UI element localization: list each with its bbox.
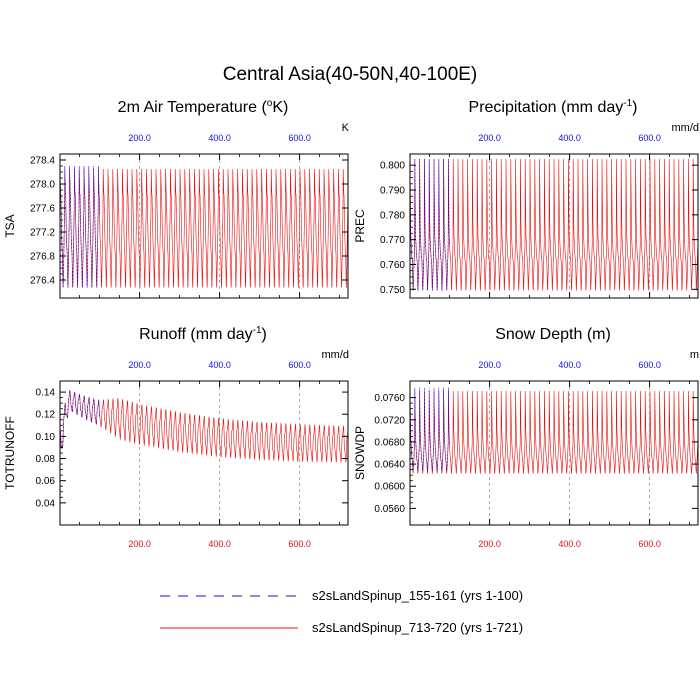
x-tick-label-top-prec-1: 400.0 <box>558 133 581 143</box>
panel-title-snowdp: Snow Depth (m) <box>495 326 611 343</box>
panel-title-prec: Precipitation (mm day-1) <box>469 98 638 116</box>
panel-snowdp: Snow Depth (m) m SNOWDP 0.0560 0.0600 0.0640 0… <box>353 326 699 549</box>
x-tick-label-top-snowdp-0: 200.0 <box>478 360 501 370</box>
panel-prec: Precipitation (mm day-1) mm/d PREC 0.750 0.7… <box>353 98 700 299</box>
y-tick-label-snowdp-3: 0.0680 <box>374 437 405 448</box>
y-tick-label-prec-0: 0.750 <box>380 285 405 296</box>
series-line-prec-spinup-155-161 <box>410 158 450 291</box>
y-tick-label-tsa-1: 276.8 <box>30 252 55 263</box>
y-tick-label-snowdp-2: 0.0640 <box>374 460 405 471</box>
y-axis-label-snowdp: SNOWDP <box>353 426 367 480</box>
plot-area-tsa <box>60 165 348 288</box>
y-tick-label-tsa-0: 276.4 <box>30 276 55 287</box>
x-tick-label-top-prec-2: 600.0 <box>638 133 661 143</box>
series-line-snowdp-spinup-155-161 <box>410 387 450 472</box>
y-tick-label-snowdp-4: 0.0720 <box>374 415 405 426</box>
plot-frame-prec <box>409 153 699 299</box>
x-tick-label-bottom-snowdp-0: 200.0 <box>478 539 501 549</box>
y-tick-label-totrunoff-3: 0.10 <box>36 432 56 443</box>
x-tick-label-bottom-totrunoff-2: 600.0 <box>288 539 311 549</box>
panel-title-tsa: 2m Air Temperature (oK) <box>118 98 289 116</box>
figure-title: Central Asia(40-50N,40-100E) <box>223 64 478 85</box>
x-tick-label-bottom-totrunoff-1: 400.0 <box>208 539 231 549</box>
y-axis-label-totrunoff: TOTRUNOFF <box>3 416 17 490</box>
x-tick-label-bottom-totrunoff-0: 200.0 <box>128 539 151 549</box>
x-tick-label-top-totrunoff-2: 600.0 <box>288 360 311 370</box>
x-tick-label-bottom-snowdp-1: 400.0 <box>558 539 581 549</box>
y-axis-label-prec: PREC <box>353 209 367 243</box>
units-label-snowdp: m <box>690 349 699 361</box>
x-tick-label-top-tsa-2: 600.0 <box>288 133 311 143</box>
x-tick-label-bottom-snowdp-2: 600.0 <box>638 539 661 549</box>
y-tick-label-totrunoff-0: 0.04 <box>36 498 56 509</box>
series-line-tsa-spinup-713-720 <box>60 168 348 288</box>
series-line-totrunoff-spinup-713-720 <box>60 389 348 463</box>
plot-area-snowdp <box>410 387 698 474</box>
units-label-tsa: K <box>342 122 350 134</box>
y-tick-label-tsa-5: 278.4 <box>30 156 55 167</box>
legend-label-spinup-713-720: s2sLandSpinup_713-720 (yrs 1-721) <box>312 620 523 635</box>
x-tick-label-top-snowdp-1: 400.0 <box>558 360 581 370</box>
y-tick-label-snowdp-0: 0.0560 <box>374 504 405 515</box>
y-tick-label-prec-5: 0.800 <box>380 161 405 172</box>
y-tick-label-prec-1: 0.760 <box>380 260 405 271</box>
panel-tsa: 2m Air Temperature (oK) K TSA 276.4 276.8 277… <box>3 98 350 299</box>
y-tick-label-tsa-2: 277.2 <box>30 228 55 239</box>
panel-totrunoff: Runoff (mm day-1) mm/d TOTRUNOFF 0.04 0.06 0.… <box>3 325 349 549</box>
y-tick-label-totrunoff-2: 0.08 <box>36 454 56 465</box>
y-axis-label-tsa: TSA <box>3 214 17 237</box>
y-tick-label-snowdp-1: 0.0600 <box>374 482 405 493</box>
x-tick-label-top-totrunoff-0: 200.0 <box>128 360 151 370</box>
series-line-prec-spinup-713-720 <box>410 158 698 291</box>
x-tick-label-top-prec-0: 200.0 <box>478 133 501 143</box>
x-tick-label-top-snowdp-2: 600.0 <box>638 360 661 370</box>
plot-area-totrunoff <box>60 389 348 463</box>
panels: 2m Air Temperature (oK) K TSA 276.4 276.8 277… <box>3 98 699 549</box>
series-line-tsa-spinup-155-161 <box>60 165 100 288</box>
y-tick-label-tsa-4: 278.0 <box>30 180 55 191</box>
units-label-prec: mm/d <box>672 122 700 134</box>
x-tick-label-top-tsa-0: 200.0 <box>128 133 151 143</box>
x-tick-label-top-totrunoff-1: 400.0 <box>208 360 231 370</box>
y-tick-label-totrunoff-5: 0.14 <box>36 388 56 399</box>
y-tick-label-totrunoff-4: 0.12 <box>36 410 56 421</box>
y-tick-label-totrunoff-1: 0.06 <box>36 476 56 487</box>
y-tick-label-prec-3: 0.780 <box>380 210 405 221</box>
y-tick-label-prec-2: 0.770 <box>380 235 405 246</box>
legend-label-spinup-155-161: s2sLandSpinup_155-161 (yrs 1-100) <box>312 588 523 603</box>
panel-title-totrunoff: Runoff (mm day-1) <box>139 325 267 343</box>
series-line-snowdp-spinup-713-720 <box>410 390 698 474</box>
y-tick-label-prec-4: 0.790 <box>380 186 405 197</box>
y-tick-label-tsa-3: 277.6 <box>30 204 55 215</box>
plot-area-prec <box>410 158 698 291</box>
units-label-totrunoff: mm/d <box>322 349 350 361</box>
x-tick-label-top-tsa-1: 400.0 <box>208 133 231 143</box>
legend: s2sLandSpinup_155-161 (yrs 1-100) s2sLan… <box>160 588 523 635</box>
y-tick-label-snowdp-5: 0.0760 <box>374 393 405 404</box>
